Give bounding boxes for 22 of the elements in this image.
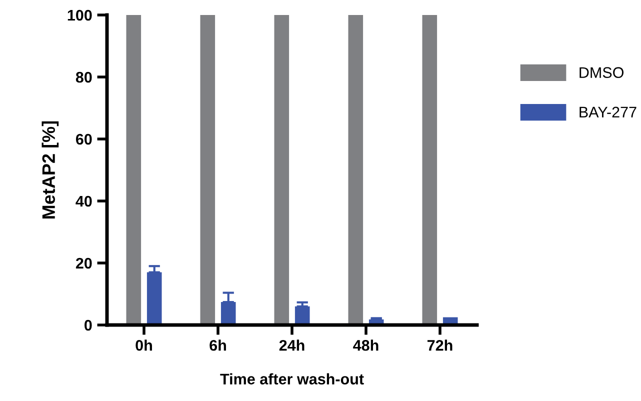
y-tick-label: 60 bbox=[76, 134, 92, 145]
y-tick-label: 0 bbox=[84, 320, 92, 331]
x-axis-title: Time after wash-out bbox=[220, 373, 364, 384]
x-tick-label: 72h bbox=[427, 340, 452, 351]
y-tick-label: 40 bbox=[76, 196, 92, 207]
x-tick-label: 48h bbox=[353, 340, 378, 351]
x-tick-label: 0h bbox=[136, 340, 152, 351]
bar bbox=[220, 302, 236, 325]
bar bbox=[274, 15, 290, 325]
bar bbox=[348, 15, 364, 325]
bar bbox=[200, 15, 216, 325]
x-tick-label: 6h bbox=[210, 340, 226, 351]
legend-label: DMSO bbox=[580, 67, 624, 78]
bar bbox=[126, 15, 142, 325]
x-tick-label: 24h bbox=[279, 340, 304, 351]
legend-label: BAY-277 bbox=[580, 106, 636, 118]
bar bbox=[146, 272, 162, 325]
bar bbox=[422, 15, 438, 325]
y-axis-title: MetAP2 [%] bbox=[42, 121, 59, 218]
y-tick-label: 100 bbox=[68, 10, 92, 21]
y-tick-label: 20 bbox=[76, 258, 92, 269]
y-tick-label: 80 bbox=[76, 72, 92, 83]
